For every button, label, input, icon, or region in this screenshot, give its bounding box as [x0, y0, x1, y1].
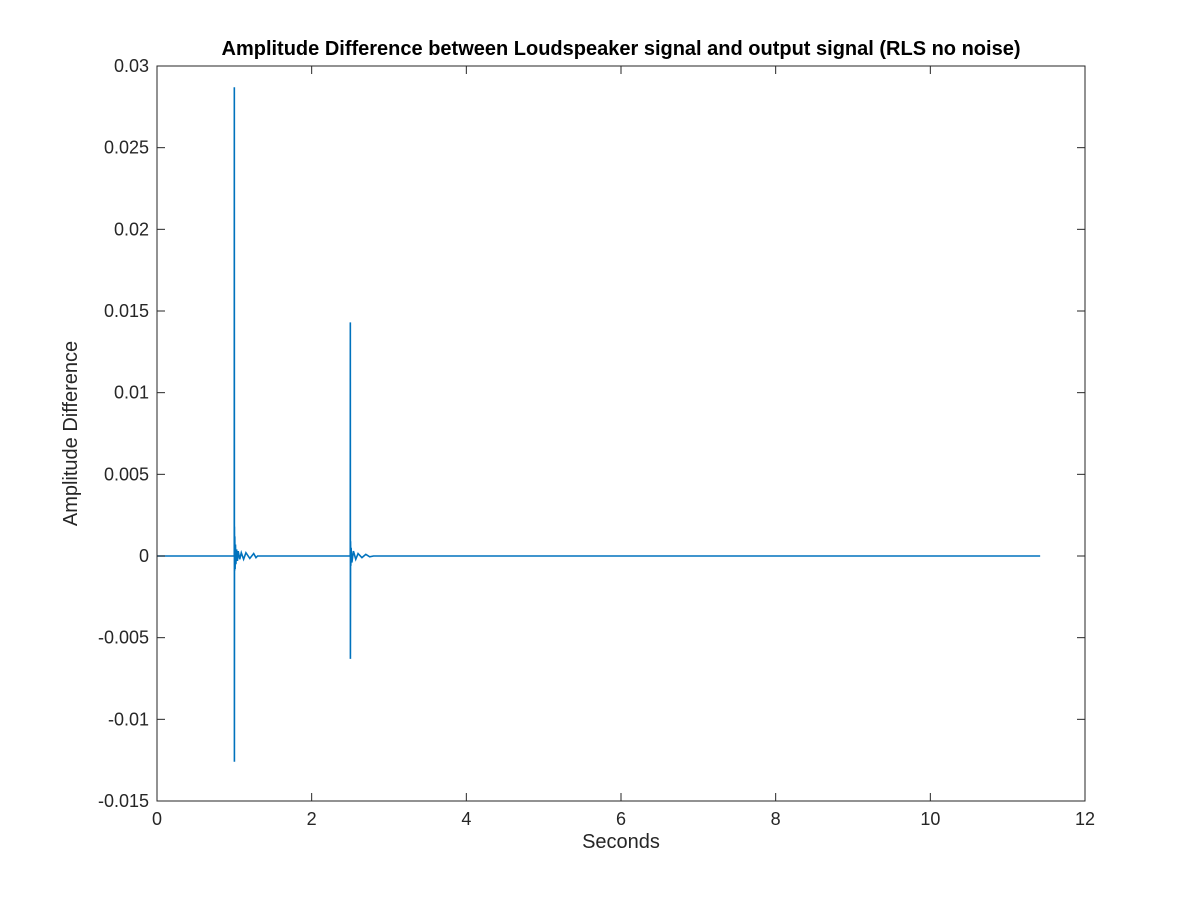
x-tick-label: 0: [152, 809, 162, 829]
series-line: [157, 87, 1041, 762]
x-tick-label: 10: [920, 809, 940, 829]
y-tick-label: 0.005: [104, 464, 149, 484]
y-tick-label: 0.025: [104, 138, 149, 158]
x-axis-label: Seconds: [582, 831, 660, 853]
x-tick-label: 6: [616, 809, 626, 829]
x-tick-label: 12: [1075, 809, 1095, 829]
plot-layer: [157, 87, 1041, 762]
y-tick-label: -0.005: [98, 628, 149, 648]
y-tick-label: 0.015: [104, 301, 149, 321]
x-tick-label: 2: [307, 809, 317, 829]
y-tick-label: 0.02: [114, 219, 149, 239]
x-tick-label: 4: [461, 809, 471, 829]
y-axis-label: Amplitude Difference: [60, 341, 82, 526]
axes-box: [156, 65, 1086, 802]
y-tick-label: 0: [139, 546, 149, 566]
y-tick-label: 0.03: [114, 56, 149, 76]
y-tick-label: 0.01: [114, 383, 149, 403]
y-tick-label: -0.01: [108, 709, 149, 729]
x-tick-label: 8: [771, 809, 781, 829]
y-tick-label: -0.015: [98, 791, 149, 811]
chart-title: Amplitude Difference between Loudspeaker…: [222, 38, 1021, 60]
ticks-layer: 0 2 4 6 8 10 12 -0.015 -0.01 -0.005 0 0.005 0.01 0.01…: [98, 56, 1095, 829]
